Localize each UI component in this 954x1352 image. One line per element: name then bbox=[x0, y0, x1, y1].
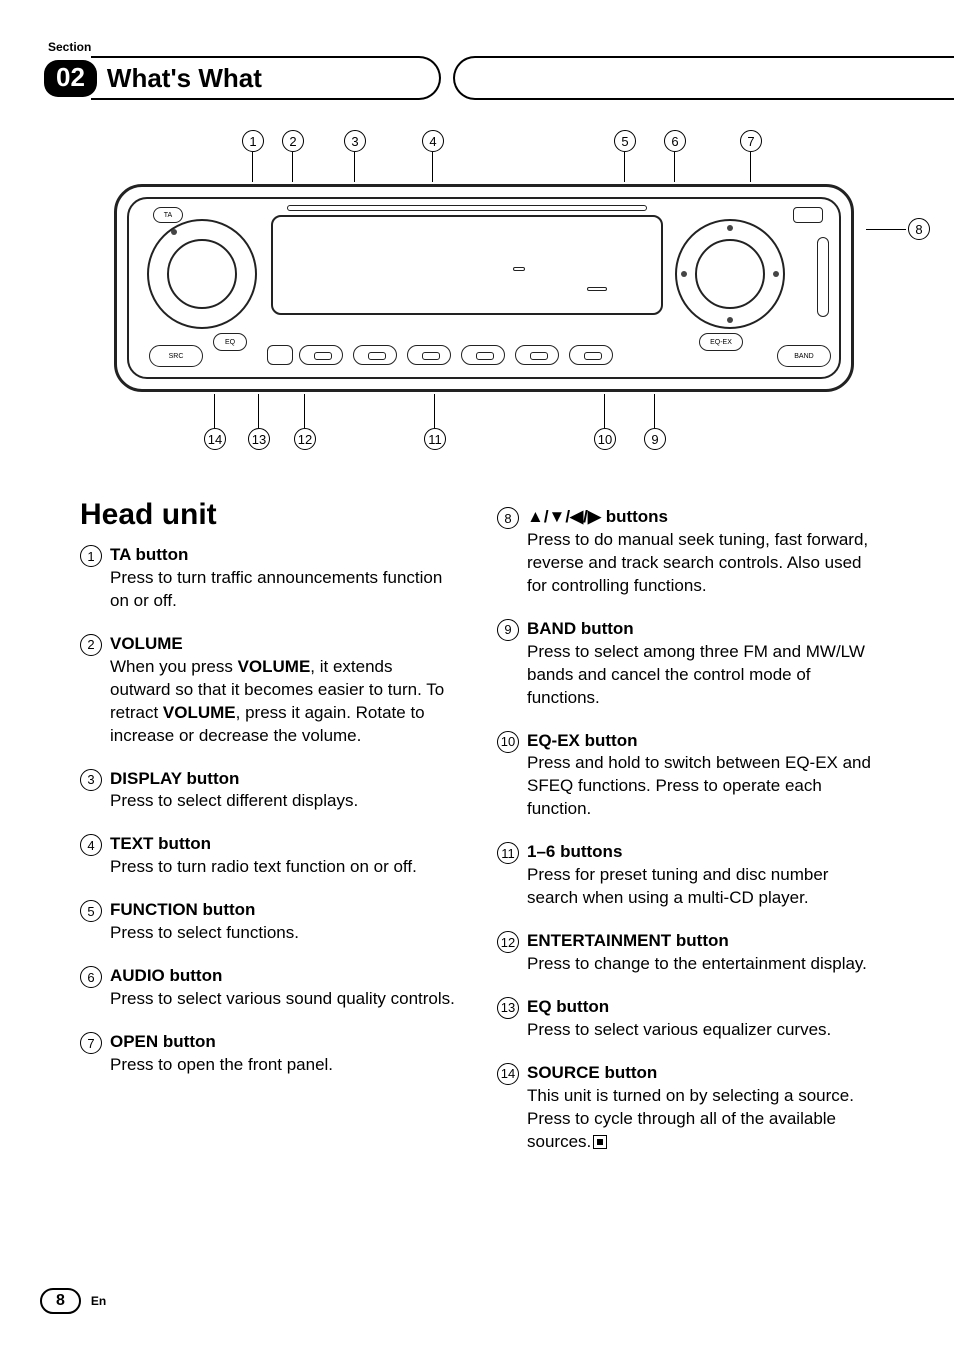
item-description: When you press VOLUME, it extends outwar… bbox=[110, 656, 457, 748]
item-5: 5 FUNCTION button Press to select functi… bbox=[80, 899, 457, 945]
callout-11: 11 bbox=[424, 428, 446, 450]
item-description: Press to open the front panel. bbox=[110, 1054, 457, 1077]
item-number: 8 bbox=[497, 507, 519, 529]
item-number: 12 bbox=[497, 931, 519, 953]
item-description: Press to turn traffic announcements func… bbox=[110, 567, 457, 613]
item-description: Press to change to the entertainment dis… bbox=[527, 953, 874, 976]
item-title: TEXT button bbox=[110, 833, 457, 856]
section-number-badge: 02 bbox=[44, 60, 97, 97]
item-7: 7 OPEN button Press to open the front pa… bbox=[80, 1031, 457, 1077]
item-title: 1–6 buttons bbox=[527, 841, 874, 864]
callout-2: 2 bbox=[282, 130, 304, 152]
eq-button-graphic: EQ bbox=[213, 333, 247, 351]
callout-13: 13 bbox=[248, 428, 270, 450]
section-title: Head unit bbox=[80, 498, 457, 532]
page-number: 8 bbox=[40, 1288, 81, 1314]
callout-8: 8 bbox=[908, 218, 930, 240]
item-number: 10 bbox=[497, 731, 519, 753]
ent-button-graphic bbox=[267, 345, 293, 365]
item-title: BAND button bbox=[527, 618, 874, 641]
item-title: AUDIO button bbox=[110, 965, 457, 988]
callout-7: 7 bbox=[740, 130, 762, 152]
open-button-graphic bbox=[793, 207, 823, 223]
item-description: Press to select various equalizer curves… bbox=[527, 1019, 874, 1042]
item-title: VOLUME bbox=[110, 633, 457, 656]
nav-knob-graphic bbox=[675, 219, 785, 329]
callout-12: 12 bbox=[294, 428, 316, 450]
item-description: Press to select different displays. bbox=[110, 790, 457, 813]
item-9: 9 BAND button Press to select among thre… bbox=[497, 618, 874, 710]
page-footer: 8 En bbox=[40, 1288, 106, 1314]
ta-button-graphic: TA bbox=[153, 207, 183, 223]
item-13: 13 EQ button Press to select various equ… bbox=[497, 996, 874, 1042]
right-column: 8 ▲/▼/◀/▶ buttons Press to do manual see… bbox=[497, 498, 874, 1174]
band-button-graphic: BAND bbox=[777, 345, 831, 367]
preset-buttons-graphic bbox=[299, 345, 613, 365]
callout-10: 10 bbox=[594, 428, 616, 450]
item-number: 1 bbox=[80, 545, 102, 567]
callout-9: 9 bbox=[644, 428, 666, 450]
item-10: 10 EQ-EX button Press and hold to switch… bbox=[497, 730, 874, 822]
item-6: 6 AUDIO button Press to select various s… bbox=[80, 965, 457, 1011]
item-description: Press to select functions. bbox=[110, 922, 457, 945]
item-description: Press to select among three FM and MW/LW… bbox=[527, 641, 874, 710]
display-screen-graphic bbox=[271, 215, 663, 315]
item-11: 11 1–6 buttons Press for preset tuning a… bbox=[497, 841, 874, 910]
item-number: 2 bbox=[80, 634, 102, 656]
item-4: 4 TEXT button Press to turn radio text f… bbox=[80, 833, 457, 879]
item-description: Press for preset tuning and disc number … bbox=[527, 864, 874, 910]
callout-6: 6 bbox=[664, 130, 686, 152]
item-title: FUNCTION button bbox=[110, 899, 457, 922]
item-14: 14 SOURCE button This unit is turned on … bbox=[497, 1062, 874, 1154]
item-description: This unit is turned on by selecting a so… bbox=[527, 1085, 874, 1154]
src-button-graphic: SRC bbox=[149, 345, 203, 367]
item-12: 12 ENTERTAINMENT button Press to change … bbox=[497, 930, 874, 976]
item-1: 1 TA button Press to turn traffic announ… bbox=[80, 544, 457, 613]
header-right-capsule bbox=[453, 56, 954, 100]
callout-4: 4 bbox=[422, 130, 444, 152]
header: 02 What's What bbox=[44, 56, 874, 100]
item-number: 14 bbox=[497, 1063, 519, 1085]
callout-5: 5 bbox=[614, 130, 636, 152]
item-3: 3 DISPLAY button Press to select differe… bbox=[80, 768, 457, 814]
volume-knob-graphic bbox=[147, 219, 257, 329]
item-2: 2 VOLUME When you press VOLUME, it exten… bbox=[80, 633, 457, 748]
item-number: 3 bbox=[80, 769, 102, 791]
item-title: SOURCE button bbox=[527, 1062, 874, 1085]
item-number: 13 bbox=[497, 997, 519, 1019]
item-description: Press and hold to switch between EQ-EX a… bbox=[527, 752, 874, 821]
item-title: EQ button bbox=[527, 996, 874, 1019]
item-title: EQ-EX button bbox=[527, 730, 874, 753]
item-title: TA button bbox=[110, 544, 457, 567]
callout-3: 3 bbox=[344, 130, 366, 152]
end-icon bbox=[593, 1135, 607, 1149]
left-column: Head unit 1 TA button Press to turn traf… bbox=[80, 498, 457, 1174]
item-title: ENTERTAINMENT button bbox=[527, 930, 874, 953]
eqex-button-graphic: EQ-EX bbox=[699, 333, 743, 351]
item-number: 9 bbox=[497, 619, 519, 641]
callout-14: 14 bbox=[204, 428, 226, 450]
callout-1: 1 bbox=[242, 130, 264, 152]
chapter-title: What's What bbox=[91, 56, 441, 100]
item-number: 4 bbox=[80, 834, 102, 856]
item-title: DISPLAY button bbox=[110, 768, 457, 791]
head-unit-diagram: 1234567 TA EQ EQ-EX SRC BAND 8 1 bbox=[114, 130, 874, 458]
item-8: 8 ▲/▼/◀/▶ buttons Press to do manual see… bbox=[497, 506, 874, 598]
item-description: Press to turn radio text function on or … bbox=[110, 856, 457, 879]
item-number: 11 bbox=[497, 842, 519, 864]
item-description: Press to select various sound quality co… bbox=[110, 988, 457, 1011]
item-number: 6 bbox=[80, 966, 102, 988]
section-label: Section bbox=[48, 40, 874, 54]
item-number: 5 bbox=[80, 900, 102, 922]
language-code: En bbox=[91, 1294, 106, 1308]
item-title: OPEN button bbox=[110, 1031, 457, 1054]
item-number: 7 bbox=[80, 1032, 102, 1054]
device-outline: TA EQ EQ-EX SRC BAND bbox=[114, 184, 854, 392]
item-description: Press to do manual seek tuning, fast for… bbox=[527, 529, 874, 598]
item-title: ▲/▼/◀/▶ buttons bbox=[527, 506, 874, 529]
